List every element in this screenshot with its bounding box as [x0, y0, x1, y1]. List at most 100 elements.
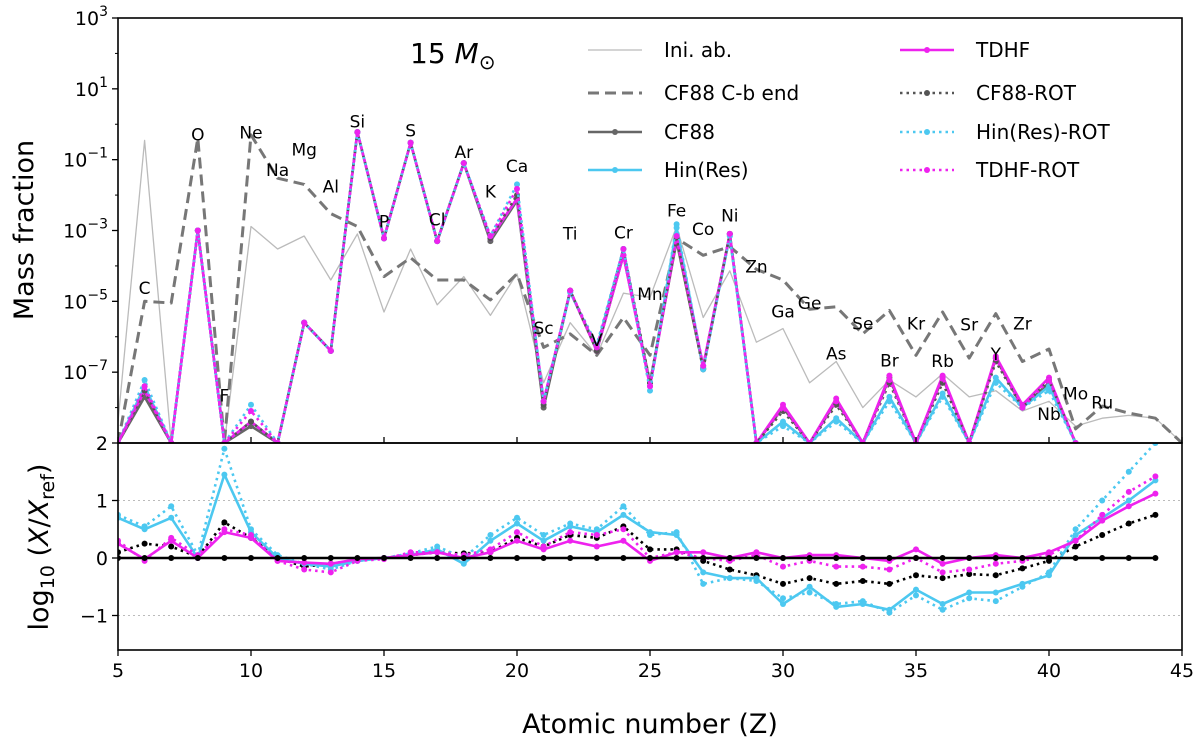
- bottom-point-hin-res-rot: [248, 526, 254, 533]
- top-point-hin-res-rot: [780, 423, 786, 430]
- top-point-tdhf-rot: [141, 383, 148, 390]
- element-label-na: Na: [266, 161, 289, 181]
- top-point-hin-res: [780, 418, 786, 425]
- bottom-point-cf88-rot: [1072, 543, 1079, 550]
- bottom-point-hin-res-rot: [434, 543, 441, 550]
- top-line-hin-res: [118, 130, 1077, 443]
- bottom-point-hin-res: [460, 560, 467, 567]
- bottom-point-hin-res-rot: [806, 589, 813, 596]
- top-point-tdhf-rot: [700, 362, 707, 369]
- top-point-hin-res: [992, 374, 999, 381]
- bottom-point-tdhf: [700, 549, 707, 556]
- bottom-point-hin-res-rot: [833, 601, 840, 607]
- bottom-point-tdhf-rot: [1099, 511, 1106, 518]
- x-tick-label: 10: [239, 660, 263, 682]
- legend-marker-cf88: [612, 129, 618, 135]
- bottom-point-hin-res-rot: [859, 598, 866, 605]
- top-point-tdhf-rot: [460, 160, 467, 167]
- top-point-tdhf-rot: [407, 139, 414, 146]
- x-tick-label: 25: [638, 660, 662, 682]
- bottom-point-tdhf: [1099, 517, 1106, 524]
- bottom-point-cf88: [248, 555, 254, 561]
- bottom-point-hin-res: [806, 583, 813, 590]
- bottom-point-cf88: [647, 555, 653, 561]
- bottom-point-tdhf-rot: [221, 526, 228, 533]
- bottom-line-tdhf-rot: [118, 475, 1157, 574]
- bottom-point-tdhf: [1152, 490, 1159, 497]
- bottom-y-axis: −1 0 1 2: [80, 433, 118, 628]
- top-point-tdhf-rot: [194, 227, 201, 234]
- bottom-point-cf88: [700, 555, 707, 561]
- element-label-c: C: [139, 279, 151, 299]
- top-y-tick-label: 10−5: [63, 287, 108, 313]
- bottom-point-cf88: [434, 555, 441, 561]
- element-label-o: O: [191, 125, 204, 145]
- bottom-point-tdhf-rot: [168, 534, 175, 541]
- legend-marker-tdhf-rot: [924, 167, 930, 173]
- bottom-point-hin-res: [939, 601, 946, 607]
- bottom-point-hin-res: [487, 537, 494, 544]
- top-point-hin-res-rot: [886, 398, 893, 405]
- top-line-tdhf: [118, 130, 1077, 443]
- element-label-cr: Cr: [614, 223, 633, 243]
- top-point-tdhf-rot: [434, 238, 441, 245]
- bottom-point-cf88: [620, 555, 627, 561]
- x-tick-label: 35: [904, 660, 928, 682]
- bottom-point-hin-res-rot: [567, 520, 574, 527]
- bottom-point-cf88: [141, 555, 148, 561]
- top-point-tdhf-rot: [886, 377, 893, 384]
- legend-label-hin-res: Hin(Res): [664, 158, 749, 182]
- element-label-co: Co: [692, 220, 714, 240]
- bottom-point-hin-res-rot: [487, 532, 494, 538]
- bottom-point-hin-res-rot: [221, 445, 228, 452]
- element-label-nb: Nb: [1037, 405, 1061, 425]
- top-point-tdhf-rot: [248, 408, 254, 415]
- top-point-cf88: [248, 423, 254, 430]
- legend-marker-cf88-rot: [924, 90, 930, 96]
- bottom-point-cf88-rot: [886, 580, 893, 587]
- bottom-point-hin-res: [168, 514, 175, 521]
- bottom-point-cf88: [327, 555, 334, 561]
- bottom-point-cf88: [194, 555, 201, 561]
- bottom-point-cf88: [1019, 555, 1026, 561]
- bottom-point-tdhf: [567, 537, 574, 544]
- bottom-point-cf88: [886, 555, 893, 561]
- legend-label-cf88-c-b-end: CF88 C-b end: [664, 81, 799, 105]
- bottom-point-tdhf-rot: [886, 566, 893, 573]
- bottom-point-hin-res-rot: [939, 606, 946, 613]
- bottom-point-cf88: [301, 555, 308, 561]
- top-y-axis: 103 101 10−1 10−3 10−5 10−7: [63, 4, 118, 409]
- element-label-cl: Cl: [429, 210, 446, 230]
- top-point-tdhf-rot: [620, 246, 627, 253]
- x-axis: 5 10 15 20 25 30 35 40 45: [112, 437, 1194, 682]
- bottom-point-hin-res-rot: [726, 575, 733, 582]
- element-label-sr: Sr: [960, 316, 978, 336]
- bottom-point-cf88: [221, 555, 228, 561]
- top-y-tick-label: 10−7: [63, 358, 108, 384]
- bottom-point-tdhf: [593, 543, 600, 550]
- bottom-point-hin-res: [221, 471, 228, 478]
- bottom-point-tdhf-rot: [1125, 488, 1132, 495]
- bottom-point-hin-res-rot: [1099, 497, 1106, 504]
- bottom-point-cf88: [1072, 555, 1079, 561]
- legend-label-cf88: CF88: [664, 120, 715, 144]
- element-label-kr: Kr: [907, 315, 925, 335]
- element-label-s: S: [405, 122, 416, 142]
- bottom-point-cf88-rot: [859, 578, 866, 584]
- top-point-tdhf-rot: [540, 398, 547, 405]
- bottom-point-hin-res-rot: [141, 523, 148, 530]
- legend-marker-hin-res: [612, 167, 618, 173]
- bottom-point-cf88-rot: [1152, 511, 1159, 518]
- bottom-plot-area: [118, 443, 1159, 616]
- top-point-hin-res: [886, 393, 893, 400]
- bottom-point-cf88: [274, 555, 281, 561]
- bottom-point-hin-res-rot: [992, 598, 999, 605]
- bottom-point-hin-res: [540, 537, 547, 544]
- bottom-point-hin-res-rot: [780, 595, 786, 602]
- bottom-panel: −1 0 1 2 5 10 15 20 25 30 35 40 45 log10 (X/Xref) A…: [24, 433, 1194, 740]
- bottom-point-hin-res-rot: [620, 503, 627, 510]
- bottom-point-cf88: [593, 555, 600, 561]
- element-label-y: Y: [990, 345, 1002, 365]
